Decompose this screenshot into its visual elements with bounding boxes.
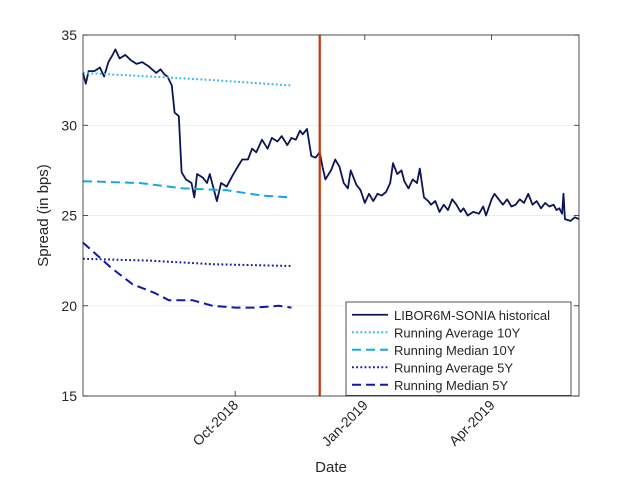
legend-entry: LIBOR6M-SONIA historical: [394, 308, 550, 323]
legend: LIBOR6M-SONIA historical Running Average …: [345, 301, 572, 396]
y-tick-label: 25: [61, 208, 77, 224]
legend-entry: Running Average 10Y: [394, 325, 521, 340]
x-axis-label: Date: [315, 459, 347, 476]
y-axis-label: Spread (in bps): [35, 164, 52, 267]
x-tick-label: Apr-2019: [446, 397, 498, 449]
series-line: [82, 180, 292, 199]
x-tick-label: Oct-2018: [189, 397, 241, 449]
series-line: [82, 257, 292, 267]
y-tick-label: 30: [61, 117, 77, 133]
x-tick-label: Jan-2019: [318, 397, 371, 450]
legend-entry: Running Median 5Y: [394, 378, 509, 393]
legend-entry: Running Median 10Y: [394, 343, 516, 358]
series-line: [82, 48, 580, 222]
series-line: [82, 241, 292, 309]
y-tick-label: 35: [61, 27, 77, 43]
series-line: [82, 71, 292, 87]
legend-entry: Running Average 5Y: [394, 360, 513, 375]
series-layer: [82, 48, 580, 309]
y-tick-label: 15: [61, 388, 77, 404]
y-tick-label: 20: [61, 298, 77, 314]
